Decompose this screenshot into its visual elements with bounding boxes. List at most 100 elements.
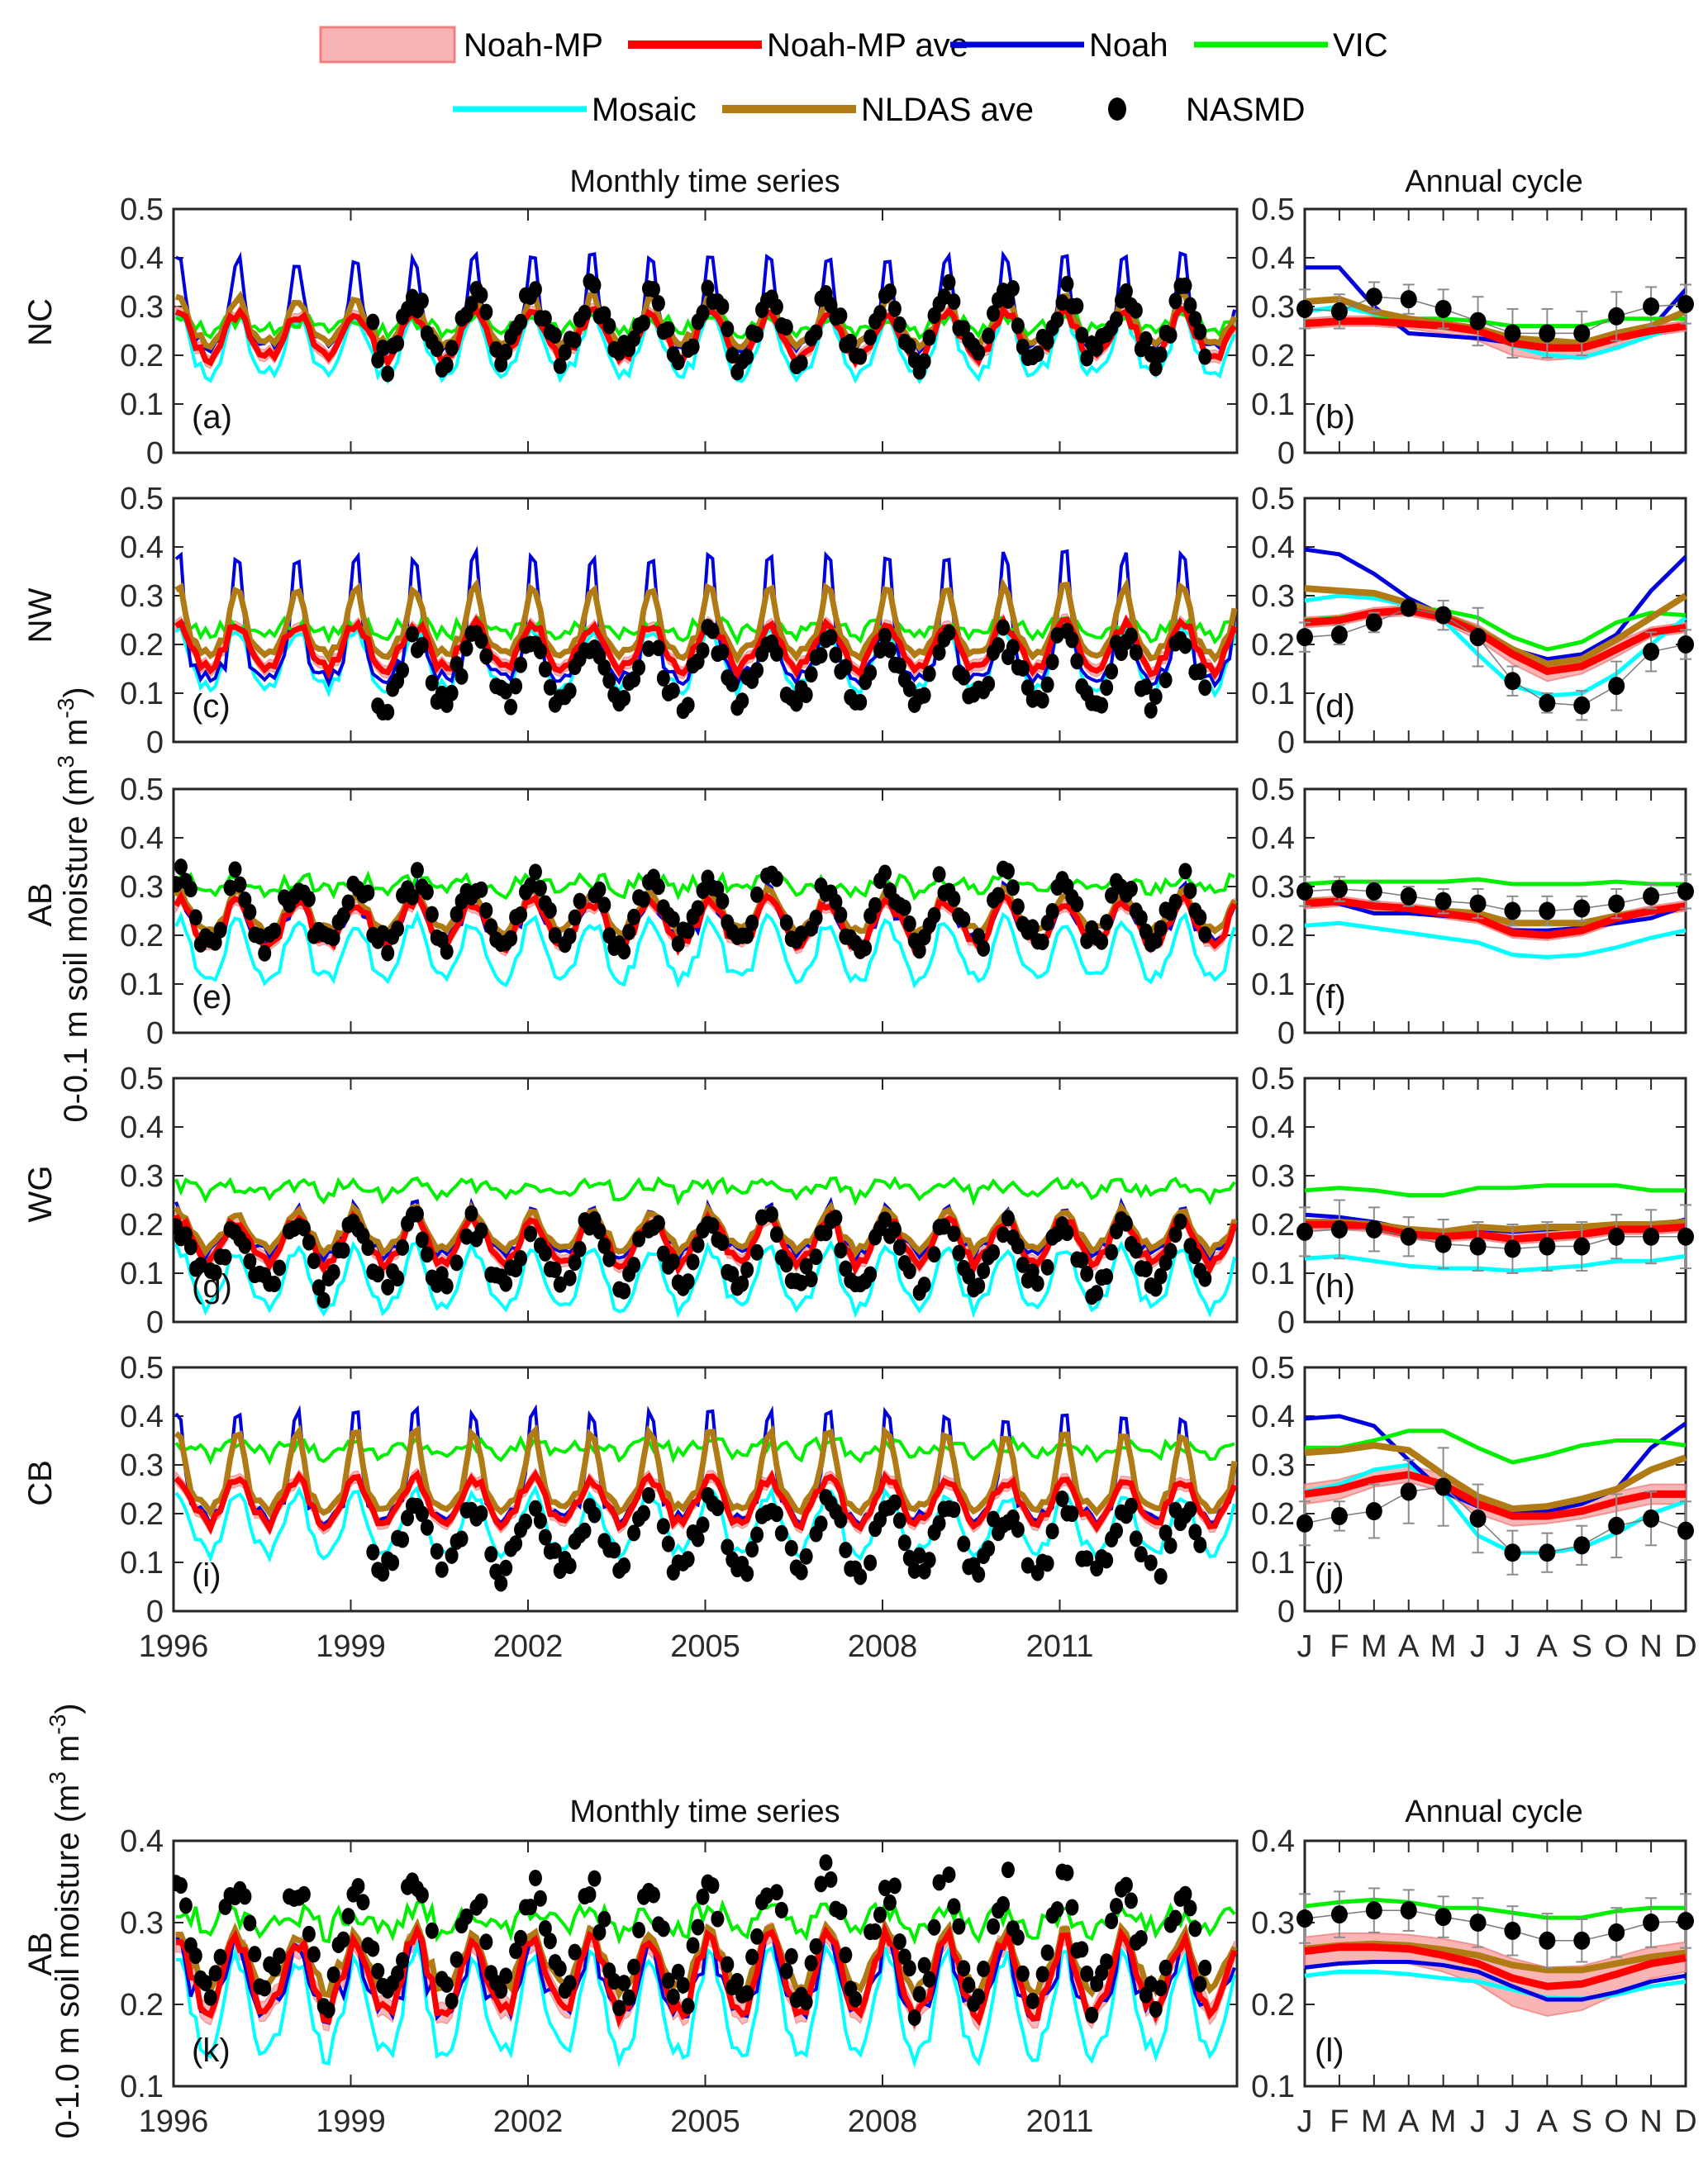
nasmd-point [597, 896, 611, 914]
legend: Noah-MP Noah-MP ave Noah VIC Mosaic NLDA… [319, 26, 1388, 128]
xtick-year-label: 2011 [1026, 1629, 1094, 1664]
panel-d-ytick-label: 0.4 [1251, 530, 1295, 565]
panel-f-ytick-label: 0.1 [1251, 968, 1295, 1002]
nasmd-point [1539, 1237, 1556, 1256]
panel-a-ytick-label: 0.1 [120, 387, 164, 422]
nasmd-point [977, 1262, 991, 1280]
nasmd-point [1144, 345, 1158, 363]
nasmd-point [637, 891, 651, 908]
nasmd-point [396, 662, 410, 679]
nasmd-point [706, 622, 720, 639]
nasmd-point [479, 1933, 493, 1951]
nasmd-point [371, 1962, 385, 1980]
panel-b-ytick-label: 0.4 [1251, 241, 1295, 276]
nasmd-point [1365, 1502, 1382, 1521]
panel-i-plot-area [174, 1404, 1237, 1592]
nasmd-point [1100, 679, 1114, 697]
nasmd-point [509, 678, 523, 695]
nasmd-point [1040, 1555, 1054, 1572]
nasmd-point [814, 1515, 828, 1533]
nasmd-point [1001, 863, 1015, 880]
nasmd-point [381, 1278, 395, 1296]
nasmd-point [1021, 1557, 1035, 1574]
nasmd-point [1677, 1521, 1694, 1540]
panel-label-h: (h) [1315, 1268, 1355, 1305]
nasmd-point [779, 319, 793, 336]
panel-k: 0.1 0.2 0.3 0.4 AB (k) 1996 1999 2002 2005 2008 201… [22, 1824, 1239, 2139]
nasmd-point [730, 1972, 745, 1990]
xtick-year-label: 2011 [1026, 2104, 1094, 2139]
nasmd-point [533, 1512, 547, 1529]
xtick-month-label: M [1430, 2104, 1457, 2139]
panel-l-ytick-label: 0.3 [1251, 1906, 1295, 1941]
panel-b-ytick-label: 0 [1277, 436, 1295, 471]
nasmd-point [1065, 631, 1079, 649]
series-nldas-ave [1304, 1442, 1687, 1513]
nasmd-point [666, 1988, 680, 2005]
nasmd-point [499, 1967, 513, 1985]
panel-i-ytick-label: 0.5 [120, 1351, 164, 1386]
nasmd-point [479, 648, 493, 665]
nasmd-point [568, 1943, 582, 1961]
nasmd-point [336, 907, 350, 925]
nasmd-point [474, 881, 488, 898]
nasmd-point [1158, 671, 1173, 688]
nasmd-point [1095, 697, 1109, 714]
nasmd-point [987, 1510, 1001, 1528]
nasmd-point [1183, 882, 1197, 900]
panel-h-frame [1303, 1077, 1687, 1324]
panel-k-ytick-label: 0.3 [120, 1906, 164, 1941]
nasmd-point [824, 297, 838, 314]
nasmd-point [1608, 1923, 1625, 1942]
nasmd-point [233, 876, 247, 893]
nasmd-point [193, 1257, 207, 1274]
nasmd-point [1504, 1921, 1521, 1940]
nasmd-point [1193, 909, 1207, 926]
nasmd-point [942, 273, 956, 291]
nasmd-point [1134, 910, 1148, 927]
ylabel-bottom-sup1: 3 [45, 1771, 70, 1785]
panel-j: 00.10.20.30.40.5(j)J F M A M J J A S O N D [1251, 1351, 1697, 1664]
nasmd-point [326, 929, 340, 947]
nasmd-point [612, 1999, 626, 2017]
nasmd-point [514, 1250, 528, 1267]
panel-i-ytick-label: 0.4 [120, 1400, 164, 1434]
nasmd-point [1158, 1524, 1173, 1542]
nasmd-point [1178, 277, 1192, 294]
panel-l: 0.10.20.30.4(l)J F M A M J J A S O N D [1251, 1824, 1697, 2139]
xtick-month-label: F [1330, 1629, 1349, 1664]
nasmd-point [474, 287, 488, 304]
nasmd-point [1504, 1239, 1521, 1258]
panel-d: 0 0.1 0.2 0.3 0.4 0.5 (d) [1251, 482, 1694, 760]
nasmd-point [425, 674, 439, 692]
nasmd-point [1198, 679, 1212, 697]
nasmd-point [947, 293, 961, 311]
nasmd-point [1149, 688, 1163, 706]
nasmd-point [696, 1888, 710, 1905]
nasmd-point [1129, 1242, 1143, 1259]
nasmd-point [1035, 692, 1049, 709]
nasmd-point [548, 927, 562, 944]
nasmd-point [1149, 2001, 1163, 2018]
nasmd-point [922, 1971, 936, 1988]
nasmd-point [1011, 1928, 1025, 1946]
nasmd-point [632, 1922, 646, 1939]
nasmd-point [450, 1254, 464, 1272]
xtick-month-label: M [1361, 1629, 1387, 1664]
nasmd-point [864, 1266, 878, 1283]
panel-g-ytick-label: 0.4 [120, 1110, 164, 1145]
nasmd-point [868, 896, 883, 914]
nasmd-point [859, 939, 873, 957]
nasmd-point [528, 863, 542, 881]
nasmd-point [735, 1275, 749, 1292]
panel-c-ytick-label: 0.2 [120, 628, 164, 663]
nasmd-point [1065, 1899, 1079, 1916]
row-label-e: AB [22, 882, 59, 926]
nasmd-point [1296, 1514, 1313, 1533]
nasmd-point [873, 642, 887, 659]
panel-g-ytick-label: 0.2 [120, 1208, 164, 1243]
nasmd-point [1045, 903, 1059, 920]
nasmd-point [592, 1923, 607, 1941]
xtick-month-label: D [1674, 1629, 1696, 1664]
nasmd-point [706, 1217, 720, 1234]
